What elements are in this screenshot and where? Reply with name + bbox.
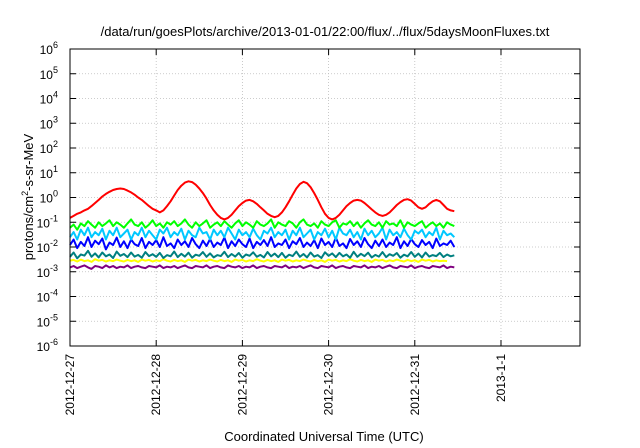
x-tick-label: 2012-12-30 [322, 354, 336, 416]
series-line-3 [69, 236, 456, 251]
y-tick-base: 10 [37, 291, 51, 305]
y-axis-label-superscript: 2 [20, 191, 30, 196]
y-tick-base: 10 [37, 340, 51, 354]
x-tick-label: 2012-12-27 [63, 354, 77, 416]
y-axis-label: protons/cm2-s-sr-MeV [20, 133, 36, 260]
y-tick-exponent: -3 [50, 263, 58, 273]
y-tick-label: 10-4 [37, 288, 58, 305]
y-tick-label: 100 [40, 189, 58, 206]
y-tick-exponent: 4 [53, 90, 58, 100]
y-tick-exponent: -6 [50, 337, 58, 347]
series-line-0 [69, 180, 455, 221]
y-tick-label: 104 [40, 90, 58, 107]
x-tick-label: 2012-12-31 [408, 354, 422, 416]
y-tick-exponent: -5 [50, 312, 58, 322]
y-tick-base: 10 [40, 142, 54, 156]
y-tick-base: 10 [40, 93, 54, 107]
x-tick-label: 2012-12-29 [235, 354, 249, 416]
y-axis-ticks: 10-610-510-410-310-210-11001011021031041… [37, 40, 580, 354]
x-axis-label: Coordinated Universal Time (UTC) [224, 429, 423, 444]
y-tick-base: 10 [37, 216, 51, 230]
y-tick-exponent: 5 [53, 65, 58, 75]
y-tick-base: 10 [40, 192, 54, 206]
y-tick-base: 10 [40, 68, 54, 82]
y-tick-base: 10 [37, 266, 51, 280]
y-tick-base: 10 [37, 315, 51, 329]
y-tick-exponent: -4 [50, 288, 58, 298]
y-tick-label: 10-2 [37, 238, 58, 255]
y-tick-base: 10 [40, 167, 54, 181]
y-tick-exponent: 0 [53, 189, 58, 199]
y-tick-exponent: 1 [53, 164, 58, 174]
y-tick-exponent: 6 [53, 40, 58, 50]
series-lines [69, 180, 456, 270]
y-tick-exponent: 3 [53, 114, 58, 124]
series-line-5 [69, 258, 448, 263]
y-tick-label: 10-5 [37, 312, 58, 329]
y-tick-base: 10 [40, 117, 54, 131]
grid-lines [70, 49, 580, 346]
y-tick-label: 103 [40, 114, 58, 131]
y-tick-base: 10 [37, 241, 51, 255]
y-tick-label: 10-1 [37, 213, 58, 230]
y-tick-exponent: 2 [53, 139, 58, 149]
x-tick-label: 2013-1-1 [494, 354, 508, 402]
chart-title: /data/run/goesPlots/archive/2013-01-01/2… [101, 24, 550, 39]
y-tick-label: 10-3 [37, 263, 58, 280]
y-tick-exponent: -1 [50, 213, 58, 223]
x-tick-label: 2012-12-28 [149, 354, 163, 416]
y-tick-label: 102 [40, 139, 58, 156]
y-tick-label: 106 [40, 40, 58, 57]
y-tick-exponent: -2 [50, 238, 58, 248]
x-axis-ticks: 2012-12-27 2012-12-28 2012-12-29 2012-12-30… [63, 49, 508, 415]
series-line-1 [69, 218, 455, 231]
series-line-4 [69, 249, 455, 260]
y-tick-label: 10-6 [37, 337, 58, 354]
y-axis-label-base: protons/cm [21, 196, 36, 260]
y-tick-label: 101 [40, 164, 58, 181]
y-tick-base: 10 [40, 43, 54, 57]
y-axis-label-rest: -s-sr-MeV [21, 133, 36, 190]
y-tick-label: 105 [40, 65, 58, 82]
series-line-2 [69, 226, 456, 241]
series-line-6 [69, 264, 455, 270]
